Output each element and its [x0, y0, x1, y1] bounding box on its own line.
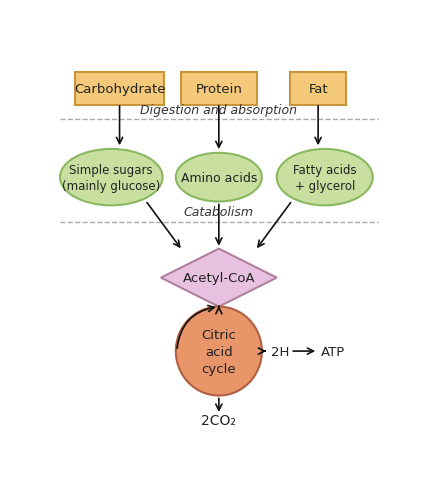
Text: Digestion and absorption: Digestion and absorption	[140, 104, 296, 117]
Polygon shape	[161, 249, 276, 307]
Ellipse shape	[276, 150, 372, 206]
Text: Amino acids: Amino acids	[180, 171, 256, 184]
Text: Fatty acids
+ glycerol: Fatty acids + glycerol	[292, 163, 356, 192]
Text: Fat: Fat	[308, 83, 327, 96]
Text: Acetyl-CoA: Acetyl-CoA	[182, 272, 255, 285]
Text: Simple sugars
(mainly glucose): Simple sugars (mainly glucose)	[62, 163, 160, 192]
Text: 2H: 2H	[270, 345, 288, 358]
Ellipse shape	[176, 307, 261, 396]
Text: Protein: Protein	[195, 83, 242, 96]
Ellipse shape	[176, 153, 261, 202]
FancyBboxPatch shape	[289, 73, 345, 105]
Text: 2CO₂: 2CO₂	[201, 413, 236, 427]
Ellipse shape	[60, 150, 162, 206]
FancyBboxPatch shape	[180, 73, 256, 105]
FancyBboxPatch shape	[75, 73, 164, 105]
Text: Catabolism: Catabolism	[184, 206, 253, 219]
Text: ATP: ATP	[320, 345, 344, 358]
Text: Carbohydrate: Carbohydrate	[74, 83, 165, 96]
Text: Citric
acid
cycle: Citric acid cycle	[201, 328, 236, 375]
